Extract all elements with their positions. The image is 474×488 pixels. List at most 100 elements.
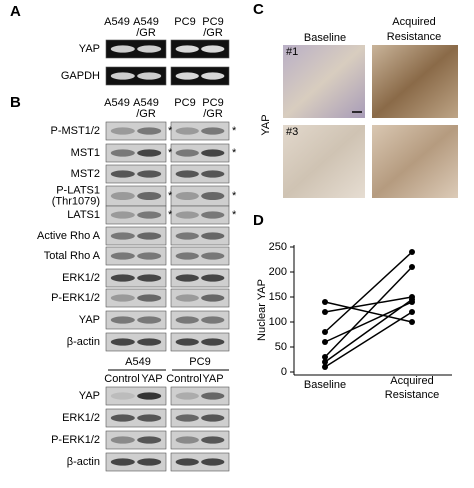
row-label: ERK1/2: [62, 412, 100, 424]
data-point: [322, 354, 328, 360]
band: [201, 170, 225, 178]
asterisk: *: [168, 190, 173, 202]
data-point: [322, 299, 328, 305]
data-point: [409, 264, 415, 270]
band: [110, 252, 135, 260]
band: [137, 392, 162, 400]
band: [137, 316, 162, 324]
data-point: [409, 296, 415, 303]
blot-image: [105, 205, 167, 225]
data-point: [322, 329, 328, 335]
band: [137, 232, 162, 240]
blot-image: [170, 386, 230, 406]
blot-image: [105, 288, 167, 308]
lane-label: A549: [133, 97, 159, 109]
band: [137, 211, 162, 219]
sample-label: #3: [286, 126, 298, 138]
band: [201, 45, 225, 53]
blot-image: [170, 143, 230, 163]
lane-label: /GR: [203, 108, 223, 120]
band: [137, 45, 162, 53]
band: [175, 338, 199, 346]
band: [175, 252, 199, 260]
band: [175, 192, 199, 200]
row-label: P-MST1/2: [50, 125, 100, 137]
y-tick-label: 200: [269, 266, 287, 278]
band: [110, 392, 135, 400]
lane-label: PC9: [202, 97, 223, 109]
blot-image: [170, 246, 230, 266]
row-label: P-LATS1: [56, 184, 100, 196]
y-tick-label: 100: [269, 316, 287, 328]
x-tick-label: Resistance: [385, 389, 439, 401]
pair-line: [324, 266, 413, 358]
band: [201, 252, 225, 260]
band: [201, 392, 225, 400]
column-label: Baseline: [304, 32, 346, 44]
blot-image: [105, 332, 167, 352]
pair-line: [324, 301, 413, 343]
row-label: P-ERK1/2: [51, 292, 100, 304]
blot-image: [170, 430, 230, 450]
row-label: MST1: [71, 147, 100, 159]
band: [137, 192, 162, 200]
band: [175, 149, 199, 157]
lane-label: A549: [133, 16, 159, 28]
ihc-image: [372, 125, 458, 198]
band: [175, 392, 199, 400]
band: [110, 458, 135, 466]
band: [201, 274, 225, 282]
blot-image: [170, 268, 230, 288]
lane-label: /GR: [136, 108, 156, 120]
band: [137, 252, 162, 260]
pair-line: [324, 311, 413, 368]
band: [110, 192, 135, 200]
band: [175, 45, 199, 53]
band: [175, 232, 199, 240]
band: [110, 338, 135, 346]
pair-line: [324, 298, 413, 363]
blot-image: [105, 408, 167, 428]
band: [201, 414, 225, 422]
data-point: [322, 339, 328, 345]
row-label: MST2: [71, 168, 100, 180]
y-axis-label: Nuclear YAP: [256, 279, 268, 341]
band: [175, 458, 199, 466]
band: [201, 458, 225, 466]
y-tick-label: 0: [281, 366, 287, 378]
row-label: P-ERK1/2: [51, 434, 100, 446]
band: [201, 294, 225, 302]
band: [175, 211, 199, 219]
data-point: [409, 319, 415, 325]
gel-image: [105, 39, 167, 59]
condition-label: Control: [104, 373, 139, 385]
condition-label: YAP: [202, 373, 223, 385]
band: [110, 211, 135, 219]
asterisk: *: [232, 190, 237, 202]
band: [201, 316, 225, 324]
panel-label: A: [10, 3, 21, 20]
band: [137, 436, 162, 444]
lane-label: A549: [104, 16, 130, 28]
band: [175, 170, 199, 178]
band: [110, 170, 135, 178]
blot-image: [170, 226, 230, 246]
blot-image: [170, 452, 230, 472]
band: [110, 127, 135, 135]
band: [110, 232, 135, 240]
y-tick-label: 150: [269, 291, 287, 303]
row-label: LATS1: [67, 209, 100, 221]
blot-image: [170, 310, 230, 330]
row-label: ERK1/2: [62, 272, 100, 284]
row-label: Total Rho A: [44, 250, 101, 262]
asterisk: *: [168, 209, 173, 221]
band: [175, 414, 199, 422]
cell-line-label: PC9: [189, 356, 210, 368]
panel-label: D: [253, 212, 264, 229]
blot-image: [170, 288, 230, 308]
band: [201, 338, 225, 346]
band: [110, 45, 135, 53]
band: [175, 294, 199, 302]
blot-image: [170, 332, 230, 352]
